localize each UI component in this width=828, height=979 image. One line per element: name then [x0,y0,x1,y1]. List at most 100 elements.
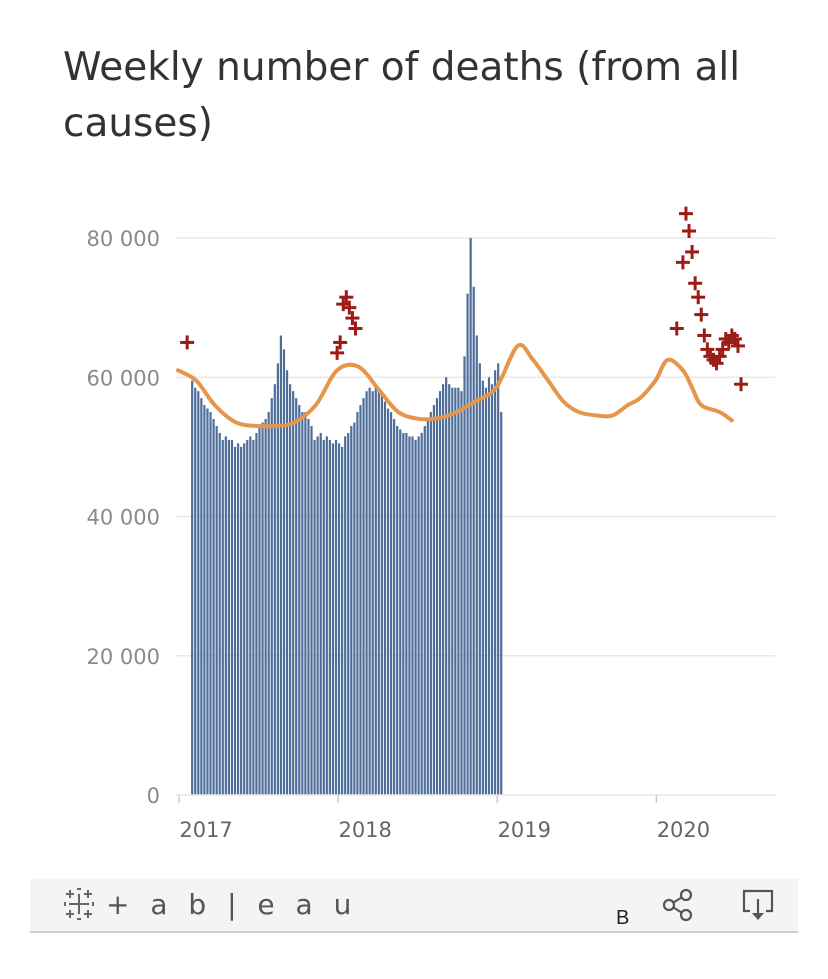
excess-marker [345,311,360,326]
bar [285,370,289,795]
bar [393,419,396,795]
excess-marker [697,328,712,343]
excess-marker [688,276,703,291]
bar [200,398,203,795]
axis-layer: 0 20 000 40 000 60 000 80 000 2017 2018 2019 202… [87,227,775,842]
bar [289,384,292,795]
bar [261,422,264,795]
bar [221,439,224,795]
bar [380,394,383,795]
download-icon[interactable] [738,885,778,925]
bar [472,286,475,795]
bar [307,419,310,795]
tableau-footer: + a b | e a u B [30,879,798,933]
bar [386,408,390,795]
y-tick-label: 40 000 [87,506,160,530]
bar [500,412,503,795]
bar [432,405,436,795]
y-tick-label: 0 [147,784,160,808]
bar [451,387,454,795]
bar [487,377,491,795]
bar [362,398,365,795]
bar [282,349,286,795]
x-tick-label: 2019 [498,818,551,842]
bar [255,432,258,795]
excess-marker [730,338,745,353]
bar [396,425,399,795]
excess-marker [700,342,715,357]
bar [270,398,273,795]
bar [347,432,350,795]
bar [279,335,283,795]
bar [371,391,374,795]
bar [350,425,353,795]
excess-marker [342,300,357,315]
excess-marker [685,244,700,259]
bar [457,387,460,795]
bar-layer [191,238,503,795]
bar [490,384,494,795]
bar [212,419,215,795]
bar [337,443,341,795]
trend-line-layer [176,342,734,429]
bar [292,391,295,795]
x-tick-label: 2020 [657,818,710,842]
footer-label: B [616,907,630,929]
chart-plot: 0 20 000 40 000 60 000 80 000 2017 2018 2019 202… [87,206,775,842]
bar [224,436,227,795]
bar [438,391,442,795]
bar [411,436,414,795]
bar [417,436,420,795]
excess-marker [348,321,363,336]
bar [298,405,301,795]
x-tick-label: 2018 [338,818,391,842]
bar [359,405,362,795]
excess-marker [734,377,749,392]
bar [218,432,221,795]
share-icon[interactable] [660,887,696,923]
bar [460,391,463,795]
bar [435,398,439,795]
excess-marker [333,335,348,350]
excess-marker [180,335,195,350]
y-tick-label: 60 000 [87,366,160,390]
bar [466,293,469,795]
y-tick-label: 20 000 [87,645,160,669]
bar [322,439,325,795]
bar [331,443,335,795]
bar [341,446,344,795]
bar [295,398,298,795]
bar [325,436,328,795]
bar [454,387,457,795]
bar [233,446,237,795]
bar [301,412,304,795]
marker-layer [180,206,749,392]
bar [420,432,423,795]
bar [414,439,417,795]
bar [484,387,488,795]
bar [353,422,356,795]
bar [191,380,194,795]
excess-marker [682,224,697,239]
bar [463,356,466,795]
bar [448,384,451,795]
x-tick-label: 2017 [179,818,232,842]
bar [475,335,478,795]
bar [374,387,377,795]
excess-marker [678,206,693,221]
tableau-brand[interactable]: + a b | e a u [62,887,357,921]
excess-marker [709,356,724,371]
excess-marker [727,331,742,346]
bar [365,391,368,795]
excess-marker [669,321,684,336]
bar [328,439,331,795]
bar [252,439,255,795]
excess-marker [694,307,709,322]
bar [497,363,500,795]
excess-marker [675,255,690,270]
bar [230,439,234,795]
bar [310,425,313,795]
bar [494,370,497,795]
bar [264,419,267,795]
bar [249,436,252,795]
